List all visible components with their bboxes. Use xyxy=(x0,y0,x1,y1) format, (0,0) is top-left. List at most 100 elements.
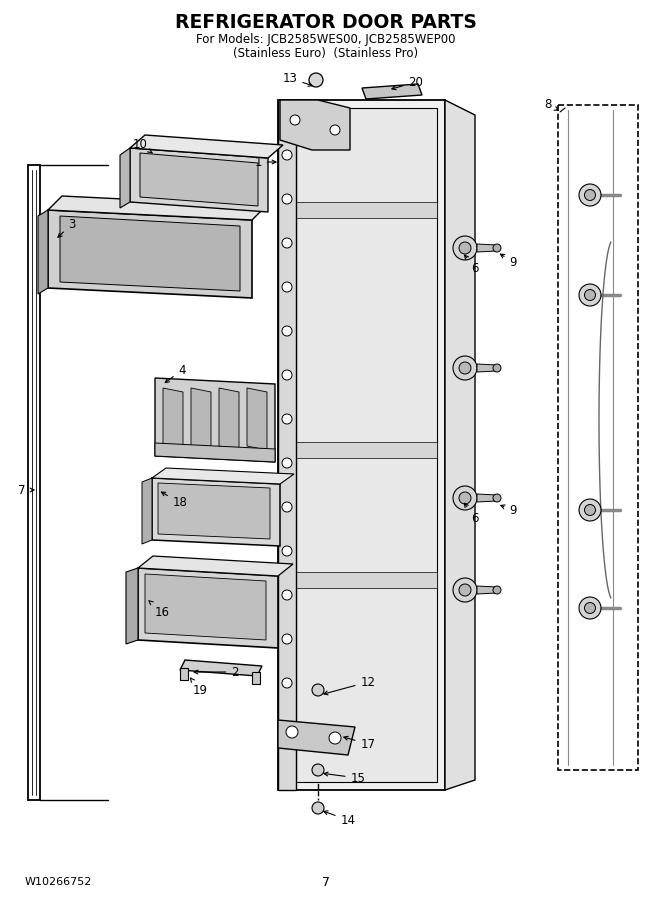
Text: 13: 13 xyxy=(282,71,312,86)
Circle shape xyxy=(493,244,501,252)
Polygon shape xyxy=(296,442,437,458)
Circle shape xyxy=(309,73,323,87)
Polygon shape xyxy=(280,100,350,150)
Circle shape xyxy=(282,634,292,644)
Polygon shape xyxy=(296,108,437,782)
Circle shape xyxy=(282,414,292,424)
Text: 18: 18 xyxy=(162,492,187,509)
Circle shape xyxy=(459,242,471,254)
Circle shape xyxy=(579,184,601,206)
Polygon shape xyxy=(38,210,48,294)
Circle shape xyxy=(282,370,292,380)
Text: 6: 6 xyxy=(464,255,479,274)
Polygon shape xyxy=(252,672,260,684)
Polygon shape xyxy=(278,720,355,755)
Circle shape xyxy=(453,356,477,380)
Circle shape xyxy=(282,282,292,292)
Text: 17: 17 xyxy=(344,736,376,751)
Polygon shape xyxy=(142,478,152,544)
Polygon shape xyxy=(278,100,445,790)
Circle shape xyxy=(453,578,477,602)
Text: (Stainless Euro)  (Stainless Pro): (Stainless Euro) (Stainless Pro) xyxy=(233,48,419,60)
Polygon shape xyxy=(477,494,497,502)
Text: 14: 14 xyxy=(324,811,355,826)
Polygon shape xyxy=(445,100,475,790)
Polygon shape xyxy=(145,574,266,640)
Polygon shape xyxy=(60,216,240,291)
Polygon shape xyxy=(138,556,293,576)
Polygon shape xyxy=(247,388,267,450)
Polygon shape xyxy=(278,100,296,790)
Polygon shape xyxy=(155,378,275,462)
Circle shape xyxy=(282,722,292,732)
Text: 8: 8 xyxy=(544,98,558,112)
Text: 7: 7 xyxy=(18,483,34,497)
Bar xyxy=(558,105,638,770)
Text: 9: 9 xyxy=(500,254,517,268)
Polygon shape xyxy=(130,148,268,212)
Circle shape xyxy=(453,486,477,510)
Circle shape xyxy=(282,326,292,336)
Polygon shape xyxy=(477,364,497,372)
Text: For Models: JCB2585WES00, JCB2585WEP00: For Models: JCB2585WES00, JCB2585WEP00 xyxy=(196,33,456,47)
Polygon shape xyxy=(296,572,437,588)
Circle shape xyxy=(282,194,292,204)
Circle shape xyxy=(493,364,501,372)
Polygon shape xyxy=(477,586,497,594)
Polygon shape xyxy=(163,388,183,450)
Circle shape xyxy=(290,115,300,125)
Circle shape xyxy=(584,190,595,201)
Circle shape xyxy=(493,494,501,502)
Circle shape xyxy=(579,284,601,306)
Polygon shape xyxy=(191,388,211,450)
Text: 1: 1 xyxy=(254,156,276,168)
Text: 7: 7 xyxy=(322,876,330,888)
Circle shape xyxy=(282,590,292,600)
Circle shape xyxy=(459,584,471,596)
Circle shape xyxy=(584,602,595,614)
Circle shape xyxy=(584,505,595,516)
Circle shape xyxy=(282,150,292,160)
Circle shape xyxy=(312,802,324,814)
Text: 9: 9 xyxy=(501,503,517,517)
Text: 16: 16 xyxy=(149,601,170,618)
Polygon shape xyxy=(180,660,262,676)
Polygon shape xyxy=(155,443,275,462)
Text: REFRIGERATOR DOOR PARTS: REFRIGERATOR DOOR PARTS xyxy=(175,13,477,32)
Text: 3: 3 xyxy=(58,218,76,238)
Polygon shape xyxy=(48,210,252,298)
Circle shape xyxy=(282,502,292,512)
Circle shape xyxy=(282,678,292,688)
Polygon shape xyxy=(477,244,497,252)
Text: 4: 4 xyxy=(165,364,186,382)
Polygon shape xyxy=(152,478,280,546)
Polygon shape xyxy=(138,568,278,648)
Text: 15: 15 xyxy=(324,771,365,785)
Polygon shape xyxy=(48,196,266,220)
Text: 6: 6 xyxy=(464,503,479,525)
Circle shape xyxy=(282,458,292,468)
Text: 2: 2 xyxy=(194,665,239,679)
Text: 20: 20 xyxy=(392,76,423,90)
Circle shape xyxy=(286,726,298,738)
Polygon shape xyxy=(120,148,130,208)
Circle shape xyxy=(330,125,340,135)
Circle shape xyxy=(282,546,292,556)
Polygon shape xyxy=(180,668,188,680)
Polygon shape xyxy=(152,468,294,484)
Circle shape xyxy=(329,732,341,744)
Polygon shape xyxy=(126,568,138,644)
Circle shape xyxy=(459,362,471,374)
Text: 19: 19 xyxy=(190,678,207,697)
Polygon shape xyxy=(296,202,437,218)
Circle shape xyxy=(312,764,324,776)
Circle shape xyxy=(312,684,324,696)
Text: 10: 10 xyxy=(132,138,153,153)
Polygon shape xyxy=(362,84,422,99)
Circle shape xyxy=(579,597,601,619)
Polygon shape xyxy=(158,483,270,539)
Polygon shape xyxy=(219,388,239,450)
Text: W10266752: W10266752 xyxy=(25,877,93,887)
Polygon shape xyxy=(140,153,258,206)
Circle shape xyxy=(493,586,501,594)
